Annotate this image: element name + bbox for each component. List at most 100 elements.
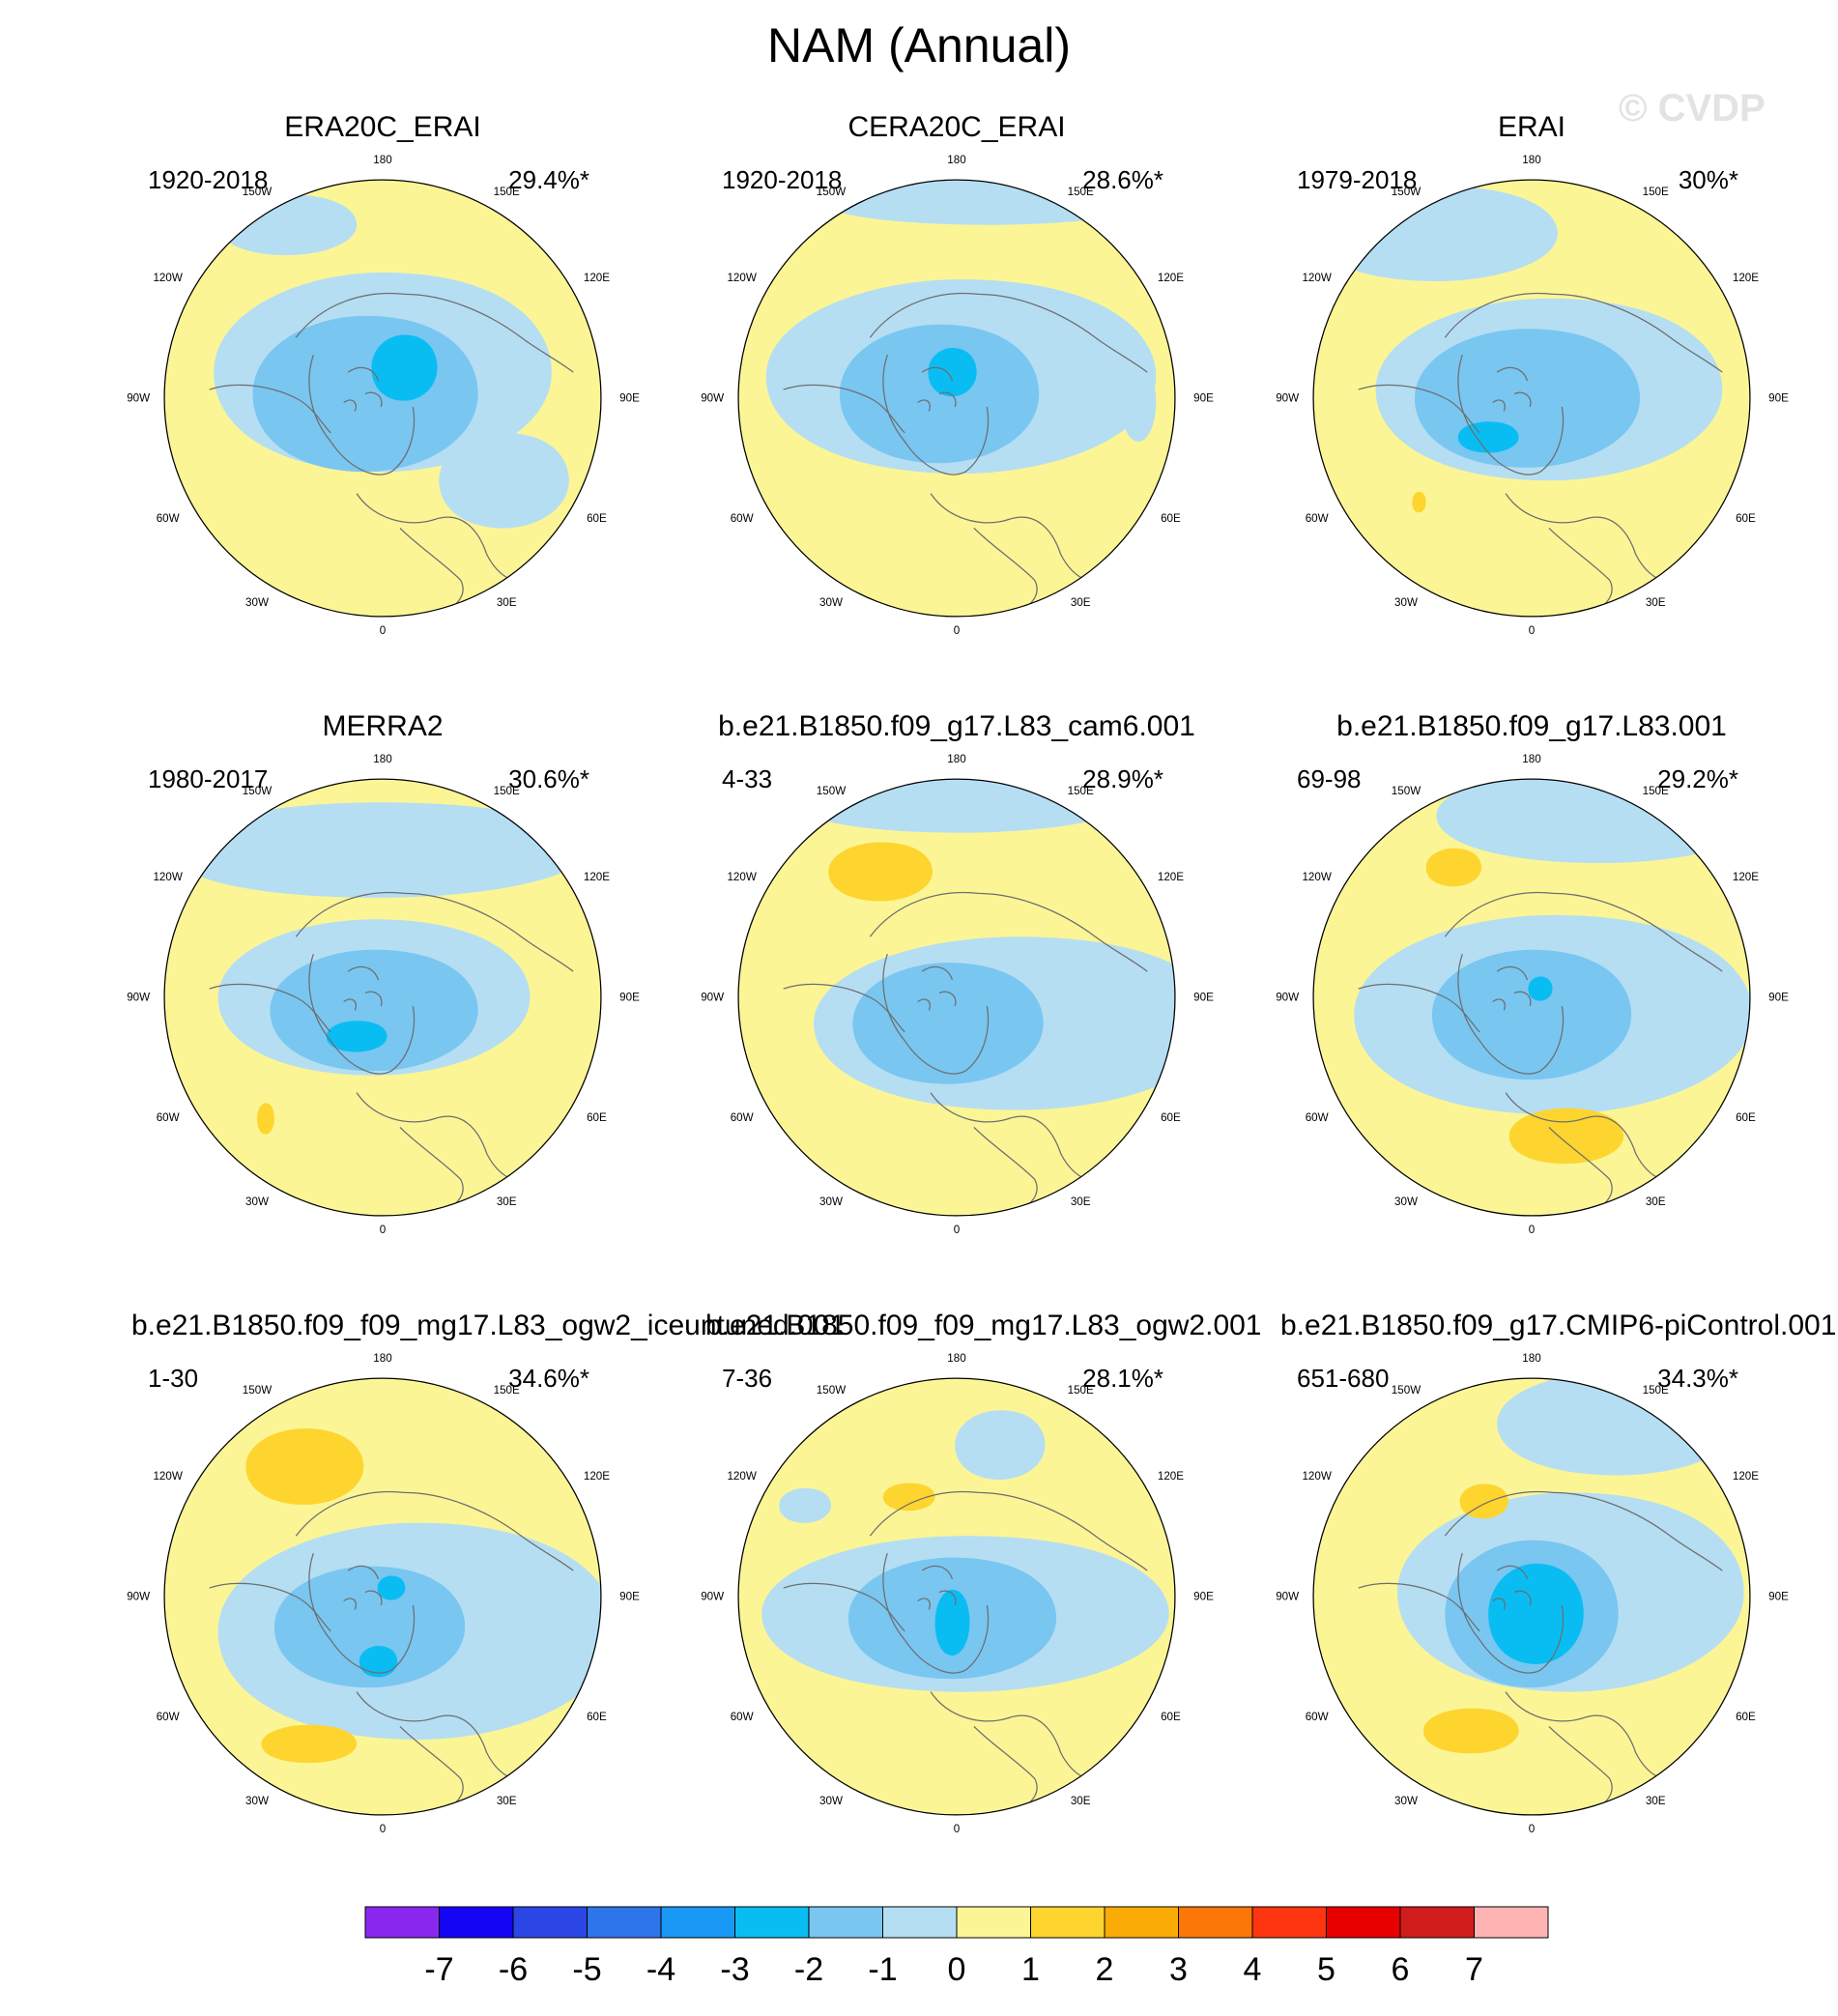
contour-region-mid-blue	[1431, 949, 1632, 1080]
longitude-label: 90W	[701, 1591, 724, 1603]
longitude-label: 120W	[153, 871, 182, 883]
longitude-label: 180	[947, 154, 966, 166]
longitude-label: 90W	[1276, 992, 1299, 1004]
longitude-label: 180	[947, 753, 966, 765]
longitude-label: 120W	[153, 1470, 182, 1483]
colorbar-tick-label: -5	[572, 1951, 601, 1988]
colorbar-box	[660, 1906, 735, 1939]
panel-percent: 30.6%*	[508, 764, 589, 793]
longitude-label: 30W	[1394, 596, 1418, 609]
longitude-label: 120W	[1302, 871, 1331, 883]
contour-region-deep-blue	[359, 1646, 398, 1678]
coastline-asia	[1444, 892, 1723, 972]
coastline-greenland	[308, 1552, 416, 1674]
coastline-arctic-islands	[917, 965, 957, 1011]
panel-years: 1920-2018	[148, 165, 269, 194]
contour-region-light-blue	[217, 194, 358, 256]
longitude-label: 60W	[157, 512, 180, 525]
colorbar-tick-label: 5	[1317, 1951, 1335, 1988]
longitude-label: 60E	[1736, 1111, 1756, 1124]
coastline-arctic-islands	[343, 965, 383, 1011]
longitude-label: 150E	[1068, 785, 1094, 797]
coastline-greenland	[1457, 1552, 1565, 1674]
panel-years: 1920-2018	[722, 165, 843, 194]
longitude-label: 150E	[1643, 785, 1669, 797]
panel-percent: 34.3%*	[1657, 1364, 1738, 1393]
coastline-arctic-islands	[1492, 965, 1532, 1011]
longitude-label: 90W	[127, 392, 150, 405]
map-rim	[737, 1377, 1176, 1816]
colorbar-box	[1104, 1906, 1179, 1939]
coastline-asia	[295, 1491, 574, 1571]
longitude-label: 30E	[1646, 1795, 1666, 1807]
contour-region-gold	[261, 1724, 358, 1764]
longitude-label: 30E	[497, 596, 517, 609]
coastline-arctic-islands	[1492, 366, 1532, 412]
map-rim	[163, 1377, 602, 1816]
panel-title: b.e21.B1850.f09_g17.CMIP6-piControl.001	[1280, 1310, 1837, 1341]
longitude-label: 180	[373, 1352, 392, 1365]
coastline-greenland	[1457, 953, 1565, 1075]
panel-percent: 30%*	[1678, 165, 1738, 194]
longitude-label: 0	[1529, 624, 1536, 637]
contour-region-mid-blue	[270, 949, 478, 1072]
longitude-label: 0	[380, 1224, 387, 1236]
longitude-label: 0	[954, 1823, 961, 1835]
map-field	[738, 180, 1175, 617]
longitude-label: 150W	[817, 1384, 846, 1397]
longitude-label: 180	[373, 753, 392, 765]
longitude-label: 150W	[243, 785, 272, 797]
longitude-label: 150W	[1392, 785, 1421, 797]
map-rim	[1312, 1377, 1751, 1816]
longitude-label: 150E	[1068, 1384, 1094, 1397]
longitude-label: 120W	[727, 1470, 756, 1483]
map-field	[738, 1378, 1175, 1815]
coastline-greenland	[882, 1552, 990, 1674]
map-rim	[737, 778, 1176, 1217]
longitude-label: 60W	[157, 1111, 180, 1124]
coastline-north-america	[209, 1582, 331, 1632]
longitude-label: 60E	[587, 512, 607, 525]
map-rim	[163, 179, 602, 618]
longitude-label: 60W	[1306, 1111, 1329, 1124]
map-panel: b.e21.B1850.f09_f09_mg17.L83_ogw2.001 7-3…	[701, 1310, 1261, 1851]
panel-title: b.e21.B1850.f09_f09_mg17.L83_ogw2_iceunt…	[131, 1310, 846, 1341]
longitude-label: 150E	[494, 186, 520, 198]
colorbar-box	[439, 1906, 514, 1939]
contour-region-gold	[1412, 491, 1426, 513]
longitude-label: 60W	[731, 1711, 754, 1723]
coastlines	[783, 1491, 1148, 1814]
colorbar-box	[364, 1906, 440, 1939]
longitude-label: 180	[1522, 753, 1541, 765]
contour-region-gold	[245, 1428, 364, 1505]
longitude-label: 150E	[1068, 186, 1094, 198]
longitude-label: 180	[1522, 1352, 1541, 1365]
contour-region-light-blue	[1497, 1378, 1740, 1476]
longitude-label: 60W	[731, 512, 754, 525]
colorbar-tick-label: 1	[1021, 1951, 1040, 1988]
cvdp-watermark: © CVDP	[1619, 87, 1766, 130]
longitude-label: 0	[1529, 1224, 1536, 1236]
coastline-arctic-islands	[917, 1565, 957, 1610]
polar-map: 180 0 90W 90E 150W 120W 150E 120E 60W 30W 60E 30E	[1276, 1352, 1789, 1835]
longitude-label: 120W	[1302, 1470, 1331, 1483]
colorbar-tick-label: -4	[646, 1951, 675, 1988]
contour-region-deep-blue	[326, 1021, 388, 1052]
panel-percent: 29.2%*	[1657, 764, 1738, 793]
colorbar-box	[808, 1906, 883, 1939]
contour-region-mid-blue	[839, 324, 1040, 464]
colorbar-tick-label: -1	[868, 1951, 897, 1988]
panel-title: MERRA2	[322, 710, 444, 742]
longitude-label: 90E	[619, 1591, 640, 1603]
longitude-label: 60W	[1306, 1711, 1329, 1723]
contour-region-gold	[1459, 1483, 1508, 1519]
contour-region-gold	[1508, 1108, 1624, 1165]
longitude-label: 90W	[127, 992, 150, 1004]
longitude-label: 0	[380, 1823, 387, 1835]
longitude-label: 120W	[1302, 272, 1331, 284]
coastline-asia	[869, 293, 1148, 373]
contour-region-deep-blue	[1457, 421, 1519, 453]
longitude-label: 150W	[243, 1384, 272, 1397]
longitude-label: 0	[954, 624, 961, 637]
map-panel: MERRA2 1980-2017 30.6%* 180 0 90W 90E 150W 120W 1…	[127, 710, 640, 1252]
